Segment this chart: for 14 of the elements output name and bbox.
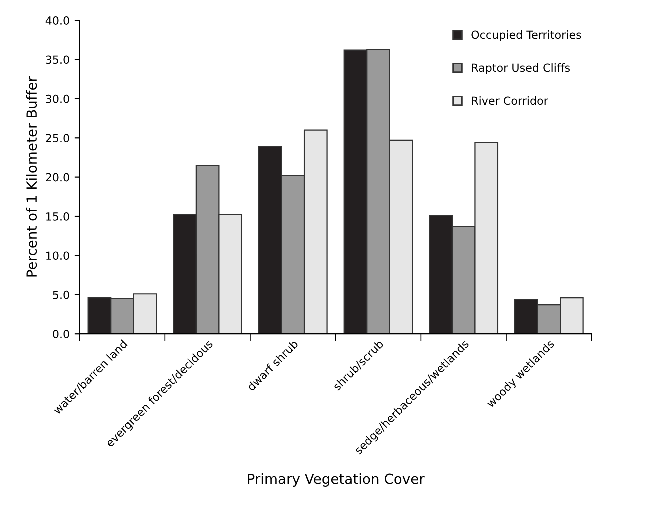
y-tick-label: 20.0 (46, 173, 70, 182)
y-tick-label: 40.0 (46, 16, 70, 25)
y-tick-label: 30.0 (46, 94, 70, 104)
y-tick-label: 10.0 (46, 252, 70, 260)
y-tick-label: 0.0 (53, 330, 70, 338)
y-tick-label: 35.0 (46, 56, 70, 64)
y-tick-label: 5.0 (53, 290, 70, 300)
y-tick-label: 25.0 (46, 134, 70, 143)
y-tick-label: 15.0 (46, 212, 70, 221)
legend-label: Occupied Territories (472, 30, 582, 42)
legend-label: Raptor Used Cliffs (472, 64, 570, 74)
x-axis-title: Primary Vegetation Cover (248, 474, 425, 487)
legend-label: River Corridor (472, 96, 548, 106)
y-axis-title: Percent of 1 Kilometer Buffer (26, 76, 38, 277)
